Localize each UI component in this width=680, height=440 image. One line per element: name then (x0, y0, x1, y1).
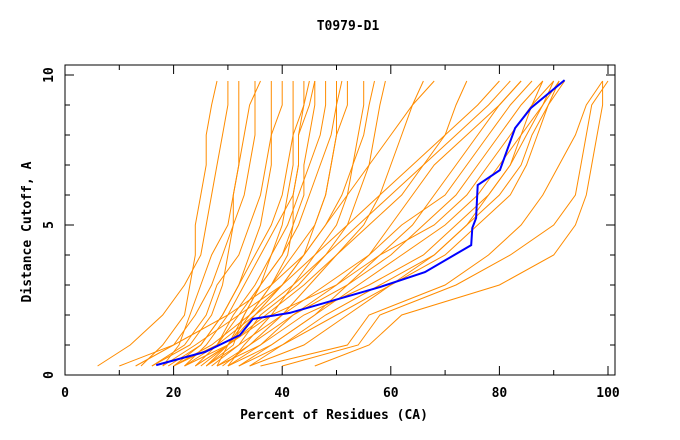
model-curve-27 (162, 80, 500, 367)
model-curve-24 (282, 80, 609, 367)
model-curve-25 (314, 81, 604, 367)
y-tick-label: 0 (42, 371, 57, 379)
model-curve-31 (205, 81, 294, 367)
model-curve-14 (195, 80, 468, 367)
x-tick-label: 40 (274, 386, 290, 401)
model-curve-28 (173, 81, 337, 367)
model-curve-23 (260, 80, 604, 367)
model-curve-1 (140, 80, 218, 367)
y-tick-label: 5 (42, 221, 57, 229)
model-curve-17 (216, 80, 544, 367)
x-tick-label: 20 (166, 386, 182, 401)
x-tick-label: 100 (596, 386, 620, 401)
model-curve-19 (227, 80, 555, 367)
model-curve-16 (205, 80, 533, 367)
model-curve-26 (135, 80, 435, 367)
model-curve-7 (194, 81, 327, 367)
model-curve-30 (195, 81, 305, 367)
model-curve-20 (216, 80, 560, 367)
x-tick-label: 0 (61, 386, 69, 401)
model-curve-32 (151, 81, 240, 367)
x-tick-label: 80 (492, 386, 508, 401)
y-axis-label: Distance Cutoff, A (20, 161, 35, 302)
series-layer (97, 79, 609, 367)
model-curve-2 (162, 80, 261, 367)
x-tick-label: 60 (383, 386, 399, 401)
model-curve-34 (227, 80, 522, 367)
x-axis-label: Percent of Residues (CA) (240, 408, 428, 423)
y-tick-label: 10 (42, 67, 57, 83)
model-curve-13 (222, 80, 424, 367)
model-curve-6 (184, 80, 316, 367)
model-curve-33 (167, 81, 272, 367)
axis-layer: 0 20 40 60 80 100 0 5 10 (42, 64, 620, 401)
plot-frame (64, 64, 616, 376)
highlight-curve (155, 79, 566, 367)
chart-title: T0979-D1 (317, 19, 380, 34)
model-curve-11 (227, 80, 375, 367)
model-curve-8 (200, 80, 343, 367)
model-curve-35 (238, 80, 522, 367)
model-curve-36 (249, 80, 544, 367)
model-curve-4 (151, 81, 283, 367)
model-curve-22 (249, 80, 560, 367)
model-curve-37 (97, 81, 229, 367)
